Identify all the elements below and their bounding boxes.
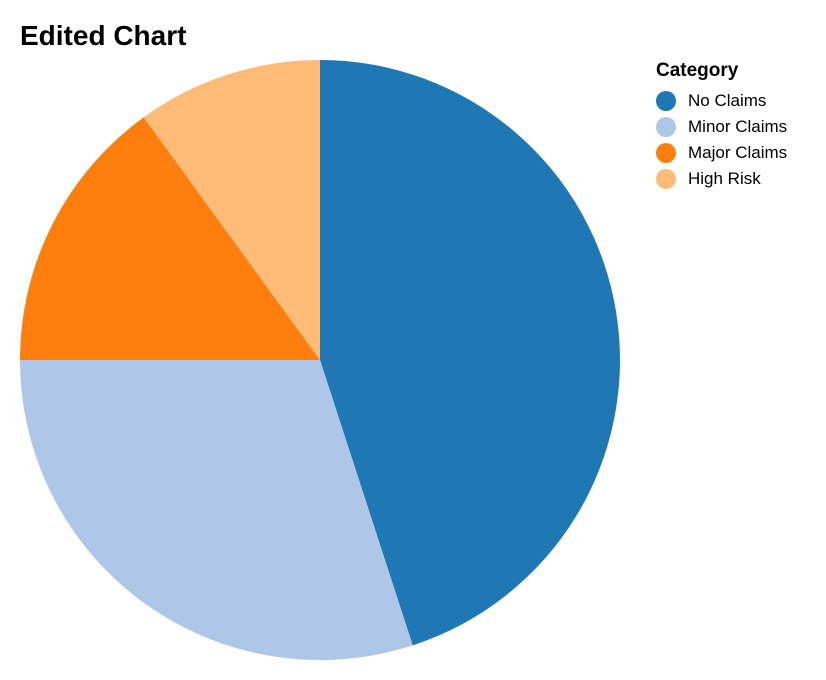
- legend-item-major-claims: Major Claims: [656, 140, 787, 166]
- legend-label-minor-claims: Minor Claims: [688, 117, 788, 136]
- legend-swatch-major-claims: [656, 143, 676, 163]
- pie-slice-minor-claims: [20, 360, 413, 660]
- legend-title: Category: [656, 60, 739, 81]
- pie-slices: [20, 60, 620, 660]
- legend-item-high-risk: High Risk: [656, 166, 787, 192]
- pie-slice-major-claims: [20, 117, 320, 361]
- pie-slice-no-claims: [320, 60, 620, 646]
- legend-label-major-claims: Major Claims: [688, 143, 788, 162]
- legend-item-minor-claims: Minor Claims: [656, 114, 787, 140]
- legend-swatch-minor-claims: [656, 117, 676, 137]
- legend: Category No Claims Minor Claims Major Clai…: [656, 58, 787, 192]
- legend-item-no-claims: No Claims: [656, 88, 787, 114]
- legend-swatch-no-claims: [656, 91, 676, 111]
- chart-title: Edited Chart: [20, 20, 187, 51]
- legend-label-no-claims: No Claims: [688, 91, 767, 110]
- legend-items: No Claims Minor Claims Major Claims High Ri…: [656, 88, 787, 192]
- legend-label-high-risk: High Risk: [688, 169, 761, 188]
- legend-swatch-high-risk: [656, 169, 676, 189]
- pie-slice-high-risk: [143, 60, 320, 360]
